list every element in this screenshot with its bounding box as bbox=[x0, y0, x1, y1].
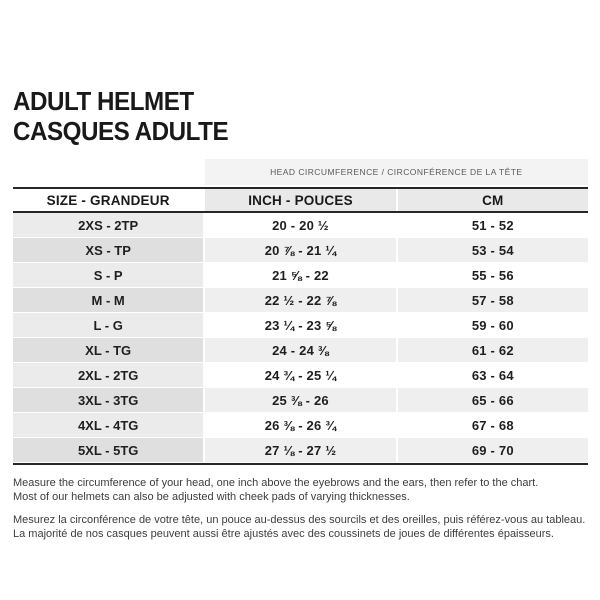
inch-cell: 20 - 20 ½ bbox=[203, 213, 396, 238]
size-cell: L - G bbox=[13, 313, 204, 338]
cm-cell: 65 - 66 bbox=[395, 388, 588, 413]
size-cell: XS - TP bbox=[13, 238, 204, 263]
table-row-l: L - G 23 ¼ - 23 ⅝ 59 - 60 bbox=[13, 313, 588, 338]
note-en-line2: Most of our helmets can also be adjusted… bbox=[13, 490, 410, 503]
size-cell: 4XL - 4TG bbox=[13, 413, 204, 438]
inch-cell: 26 ⅜ - 26 ¾ bbox=[203, 413, 396, 438]
column-header-inch: INCH - POUCES bbox=[203, 189, 396, 211]
note-fr-line2: La majorité de nos casques peuvent aussi… bbox=[13, 527, 554, 540]
size-cell: 5XL - 5TG bbox=[13, 438, 204, 463]
size-cell: 2XS - 2TP bbox=[13, 213, 204, 238]
column-header-cm: CM bbox=[395, 189, 588, 211]
table-body: 2XS - 2TP 20 - 20 ½ 51 - 52 XS - TP 20 ⅞… bbox=[13, 213, 588, 465]
cm-cell: 69 - 70 bbox=[395, 438, 588, 463]
size-cell: M - M bbox=[13, 288, 204, 313]
notes-english: Measure the circumference of your head, … bbox=[13, 477, 591, 504]
inch-cell: 27 ⅛ - 27 ½ bbox=[203, 438, 396, 463]
note-fr-line1: Mesurez la circonférence de votre tête, … bbox=[13, 514, 586, 526]
table-row-m: M - M 22 ½ - 22 ⅞ 57 - 58 bbox=[13, 288, 588, 313]
size-cell: S - P bbox=[13, 263, 204, 288]
table-row-xs: XS - TP 20 ⅞ - 21 ¼ 53 - 54 bbox=[13, 238, 588, 263]
page-title-line-en: ADULT HELMET bbox=[13, 86, 194, 116]
span-header-spacer bbox=[13, 159, 205, 185]
note-en-line1: Measure the circumference of your head, … bbox=[13, 477, 539, 489]
inch-cell: 24 ¾ - 25 ¼ bbox=[203, 363, 396, 388]
inch-cell: 20 ⅞ - 21 ¼ bbox=[203, 238, 396, 263]
cm-cell: 59 - 60 bbox=[395, 313, 588, 338]
table-header-row: SIZE - GRANDEUR INCH - POUCES CM bbox=[13, 187, 588, 213]
table-row-2xl: 2XL - 2TG 24 ¾ - 25 ¼ 63 - 64 bbox=[13, 363, 588, 388]
cm-cell: 51 - 52 bbox=[395, 213, 588, 238]
measurement-notes: Measure the circumference of your head, … bbox=[13, 477, 591, 541]
inch-cell: 23 ¼ - 23 ⅝ bbox=[203, 313, 396, 338]
cm-cell: 63 - 64 bbox=[395, 363, 588, 388]
size-cell: XL - TG bbox=[13, 338, 204, 363]
cm-cell: 57 - 58 bbox=[395, 288, 588, 313]
table-row-3xl: 3XL - 3TG 25 ⅜ - 26 65 - 66 bbox=[13, 388, 588, 413]
page-title-line-fr: CASQUES ADULTE bbox=[13, 116, 229, 146]
cm-cell: 67 - 68 bbox=[395, 413, 588, 438]
table-row-2xs: 2XS - 2TP 20 - 20 ½ 51 - 52 bbox=[13, 213, 588, 238]
cm-cell: 61 - 62 bbox=[395, 338, 588, 363]
table-span-header-row: HEAD CIRCUMFERENCE / CIRCONFÉRENCE DE LA… bbox=[13, 159, 588, 185]
inch-cell: 22 ½ - 22 ⅞ bbox=[203, 288, 396, 313]
size-table: HEAD CIRCUMFERENCE / CIRCONFÉRENCE DE LA… bbox=[13, 159, 588, 465]
inch-cell: 21 ⅝ - 22 bbox=[203, 263, 396, 288]
size-cell: 2XL - 2TG bbox=[13, 363, 204, 388]
table-row-xl: XL - TG 24 - 24 ⅜ 61 - 62 bbox=[13, 338, 588, 363]
page-title: ADULT HELMET CASQUES ADULTE bbox=[13, 86, 229, 146]
table-row-5xl: 5XL - 5TG 27 ⅛ - 27 ½ 69 - 70 bbox=[13, 438, 588, 463]
table-row-s: S - P 21 ⅝ - 22 55 - 56 bbox=[13, 263, 588, 288]
column-header-size: SIZE - GRANDEUR bbox=[13, 189, 204, 211]
notes-french: Mesurez la circonférence de votre tête, … bbox=[13, 514, 591, 541]
inch-cell: 25 ⅜ - 26 bbox=[203, 388, 396, 413]
size-cell: 3XL - 3TG bbox=[13, 388, 204, 413]
cm-cell: 55 - 56 bbox=[395, 263, 588, 288]
inch-cell: 24 - 24 ⅜ bbox=[203, 338, 396, 363]
span-header-head-circumference: HEAD CIRCUMFERENCE / CIRCONFÉRENCE DE LA… bbox=[204, 159, 588, 185]
table-row-4xl: 4XL - 4TG 26 ⅜ - 26 ¾ 67 - 68 bbox=[13, 413, 588, 438]
cm-cell: 53 - 54 bbox=[395, 238, 588, 263]
